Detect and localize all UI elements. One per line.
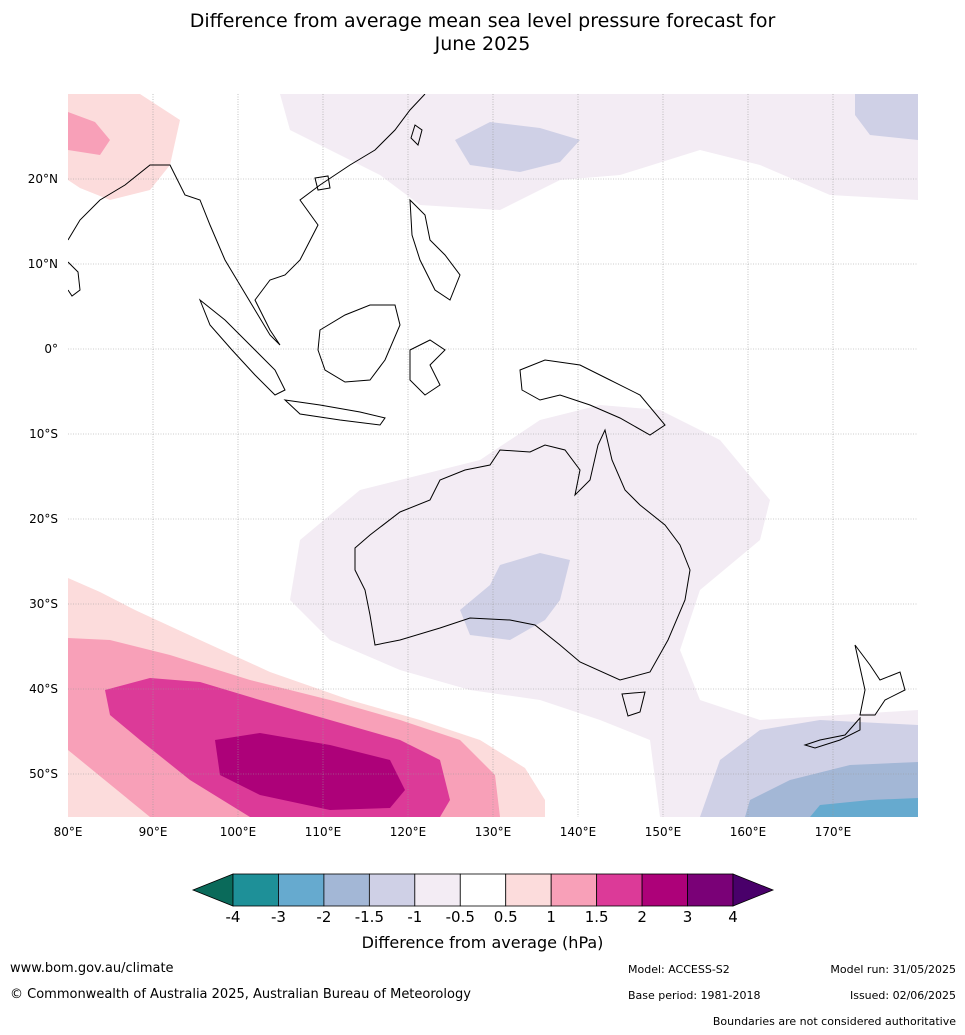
colorbar-title: Difference from average (hPa) xyxy=(361,933,604,952)
longitude-labels: 80°E 90°E 100°E 110°E 120°E 130°E 140°E … xyxy=(54,825,852,839)
coast-new-guinea xyxy=(519,359,666,436)
lon-label-100e: 100°E xyxy=(220,825,257,839)
colorbar-segment xyxy=(505,873,552,907)
footer-copyright: © Commonwealth of Australia 2025, Austra… xyxy=(10,987,471,1002)
coast-australia xyxy=(354,428,691,681)
colorbar-tick-label: -3 xyxy=(271,908,286,926)
latitude-labels: 20°N 10°N 0° 10°S 20°S 30°S 40°S 50°S xyxy=(28,172,58,781)
footer-base-period: Base period: 1981-2018 xyxy=(628,989,761,1002)
coast-java xyxy=(283,399,386,426)
colorbar-tick-label: -2 xyxy=(316,908,331,926)
lon-label-90e: 90°E xyxy=(139,825,168,839)
lat-label-10n: 10°N xyxy=(28,257,58,271)
lon-label-150e: 150°E xyxy=(645,825,682,839)
lat-label-0: 0° xyxy=(44,342,58,356)
lat-label-10s: 10°S xyxy=(29,427,58,441)
coast-tasmania xyxy=(621,691,646,717)
anomaly-band-blue-deep xyxy=(810,798,918,817)
lon-label-160e: 160°E xyxy=(730,825,767,839)
lat-label-30s: 30°S xyxy=(29,597,58,611)
colorbar-segment xyxy=(641,873,688,907)
colorbar-segment xyxy=(550,873,598,907)
colorbar-segment xyxy=(596,873,643,907)
colorbar-tick-label: 1.5 xyxy=(585,908,609,926)
coast-sri-lanka xyxy=(68,261,81,297)
colorbar-segment xyxy=(459,873,507,907)
colorbar-extend-low xyxy=(191,873,234,907)
coastlines xyxy=(68,94,906,749)
footer-disclaimer: Boundaries are not considered authoritat… xyxy=(712,1015,956,1028)
coast-philippines xyxy=(409,198,461,301)
anomaly-band-blue-north xyxy=(455,122,580,172)
anomaly-band-blue-australia xyxy=(460,553,570,640)
coast-taiwan xyxy=(410,124,423,146)
lat-label-20s: 20°S xyxy=(29,512,58,526)
chart-title: Difference from average mean sea level p… xyxy=(0,10,965,56)
lat-label-40s: 40°S xyxy=(29,682,58,696)
anomaly-band-lavender-north xyxy=(280,94,918,210)
colorbar-tick-label: 0.5 xyxy=(494,908,518,926)
colorbar-tick-label: -1.5 xyxy=(355,908,384,926)
colorbar xyxy=(191,873,775,907)
lat-label-50s: 50°S xyxy=(29,767,58,781)
colorbar-tick-label: 1 xyxy=(546,908,556,926)
colorbar-tick-label: -4 xyxy=(226,908,241,926)
lon-label-120e: 120°E xyxy=(390,825,427,839)
lon-label-170e: 170°E xyxy=(815,825,852,839)
anomaly-band-dark-magenta xyxy=(215,733,405,810)
title-line-2: June 2025 xyxy=(434,33,531,55)
anomaly-fields xyxy=(68,94,918,817)
colorbar-extend-high xyxy=(732,873,775,907)
colorbar-segment xyxy=(368,873,416,907)
colorbar-segment xyxy=(323,873,370,907)
coast-hainan xyxy=(314,175,331,191)
lat-label-20n: 20°N xyxy=(28,172,58,186)
colorbar-segment xyxy=(232,873,279,907)
title-line-1: Difference from average mean sea level p… xyxy=(189,10,776,32)
lon-label-110e: 110°E xyxy=(305,825,342,839)
coast-sulawesi xyxy=(409,339,446,396)
footer-model-run: Model run: 31/05/2025 xyxy=(830,963,956,976)
anomaly-band-lavender-australia xyxy=(290,405,918,817)
footer-model: Model: ACCESS-S2 xyxy=(628,963,730,976)
footer-issued: Issued: 02/06/2025 xyxy=(849,989,956,1002)
colorbar-tick-label: -0.5 xyxy=(446,908,475,926)
colorbar-tick-label: 4 xyxy=(728,908,738,926)
lon-label-140e: 140°E xyxy=(560,825,597,839)
coast-mainland-asia xyxy=(68,94,426,346)
anomaly-band-blue-northeast xyxy=(855,94,918,140)
lon-label-80e: 80°E xyxy=(54,825,83,839)
anomaly-band-pink-north xyxy=(68,112,110,155)
footer-site-link[interactable]: www.bom.gov.au/climate xyxy=(10,961,174,976)
colorbar-segment xyxy=(687,873,734,907)
colorbar-segment xyxy=(278,873,325,907)
coast-sumatra xyxy=(198,298,286,396)
graticule xyxy=(68,94,918,817)
colorbar-tick-label: 2 xyxy=(637,908,647,926)
colorbar-segment xyxy=(414,873,461,907)
coast-new-zealand-north xyxy=(854,644,906,716)
colorbar-tick-label: 3 xyxy=(683,908,693,926)
colorbar-tick-labels: -4 -3 -2 -1.5 -1 -0.5 0.5 1 1.5 2 3 4 xyxy=(226,908,738,926)
coast-borneo xyxy=(317,304,401,383)
anomaly-band-pink-light-north xyxy=(68,94,180,200)
lon-label-130e: 130°E xyxy=(475,825,512,839)
colorbar-tick-label: -1 xyxy=(407,908,422,926)
coast-new-zealand-south xyxy=(803,716,861,749)
